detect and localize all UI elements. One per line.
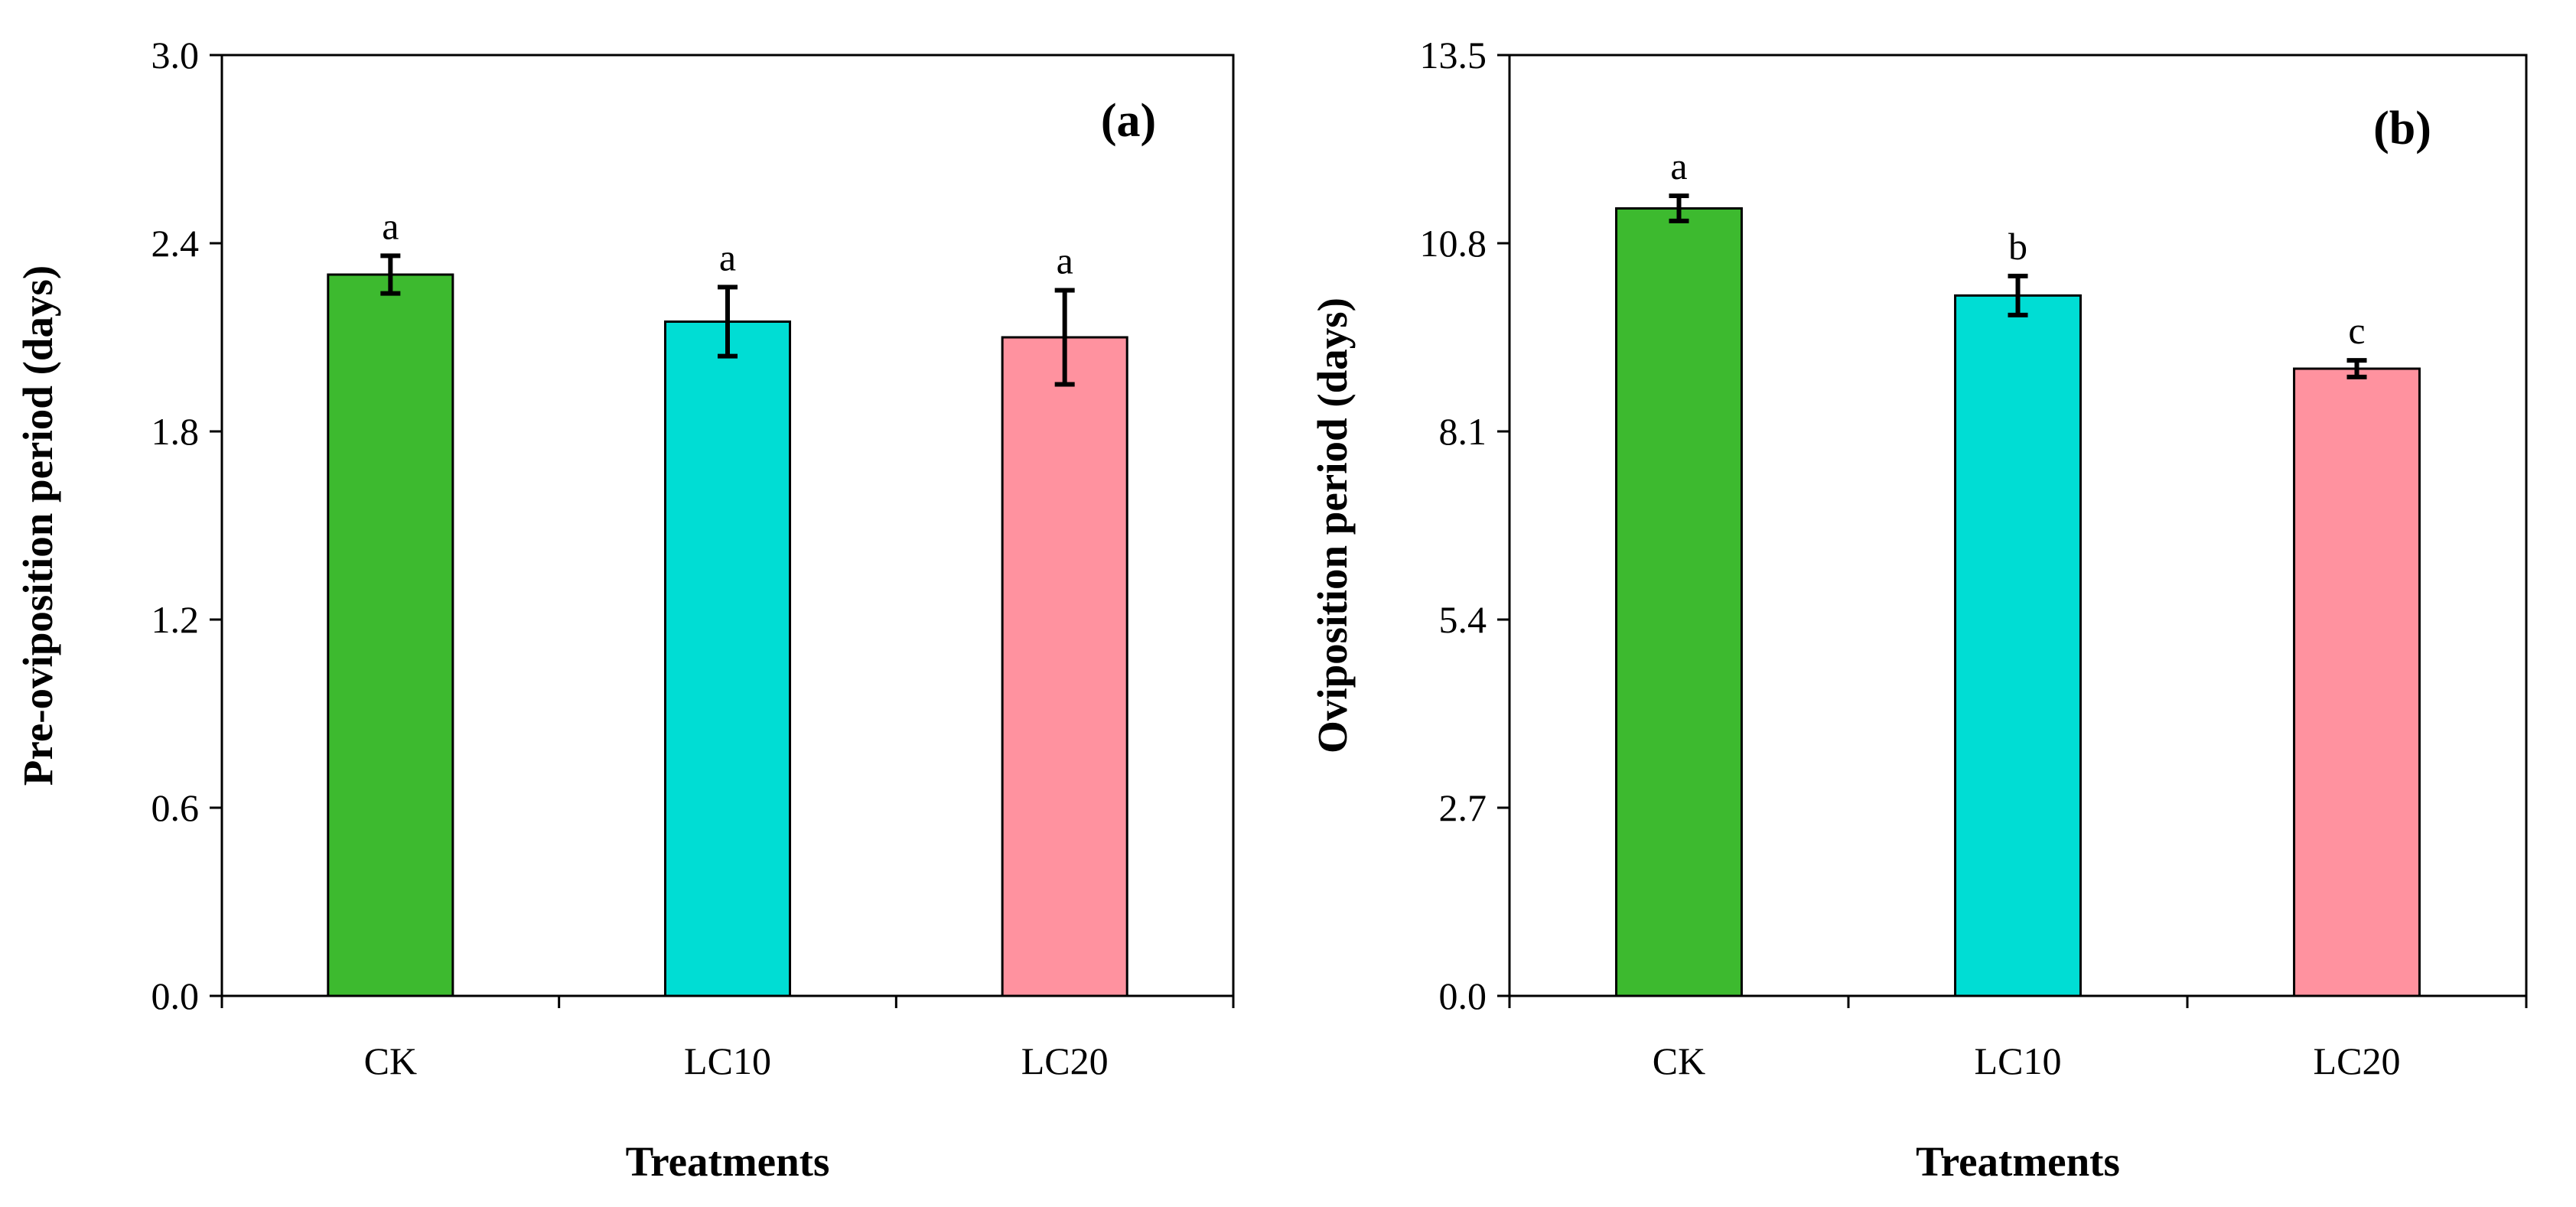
significance-label-lc10: a — [719, 236, 736, 278]
panel-label: (a) — [1101, 95, 1156, 147]
significance-label-lc20: a — [1057, 239, 1073, 282]
y-tick-label: 3.0 — [151, 34, 200, 76]
y-tick-label: 2.4 — [151, 222, 200, 265]
x-axis-title: Treatments — [626, 1138, 830, 1185]
x-axis-title: Treatments — [1916, 1138, 2120, 1185]
y-tick-label: 0.0 — [1439, 974, 1487, 1017]
y-tick-label: 10.8 — [1420, 222, 1487, 265]
category-label-ck: CK — [364, 1039, 417, 1082]
panel-b: a CK b LC10 c LC20 0.0 2.7 5.4 8.1 10.8 13.5 (b) Trea… — [1309, 34, 2528, 1185]
y-axis-title: Oviposition period (days) — [1309, 298, 1356, 753]
panel-label: (b) — [2373, 102, 2431, 155]
bar-lc20 — [1001, 336, 1128, 997]
y-tick-label: 13.5 — [1420, 34, 1487, 76]
category-label-lc20: LC20 — [1021, 1039, 1109, 1082]
significance-label-ck: a — [382, 204, 399, 247]
category-label-lc10: LC10 — [684, 1039, 771, 1082]
y-tick-label: 1.8 — [151, 410, 200, 453]
category-label-lc10: LC10 — [1975, 1039, 2062, 1082]
significance-label-lc20: c — [2348, 309, 2365, 352]
y-axis-title: Pre-oviposition period (days) — [15, 265, 61, 786]
y-tick-label: 8.1 — [1439, 410, 1487, 453]
category-label-lc20: LC20 — [2314, 1039, 2401, 1082]
bar-lc10 — [663, 320, 792, 997]
y-tick-label: 1.2 — [151, 598, 200, 641]
significance-label-lc10: b — [2008, 225, 2027, 268]
category-label-ck: CK — [1653, 1039, 1705, 1082]
bar-ck — [1615, 207, 1743, 997]
y-tick-label: 2.7 — [1439, 786, 1487, 829]
y-tick-label: 0.0 — [151, 974, 200, 1017]
plot-frame — [220, 54, 1235, 997]
significance-label-ck: a — [1670, 145, 1687, 187]
y-tick-label: 5.4 — [1439, 598, 1487, 641]
bar-lc20 — [2293, 367, 2421, 997]
plot-frame — [1508, 54, 2528, 997]
y-tick-label: 0.6 — [151, 786, 200, 829]
bar-lc10 — [1954, 294, 2082, 997]
bar-ck — [327, 273, 454, 997]
panel-a: a CK a LC10 a LC20 0.0 0.6 1.2 1.8 2.4 3.0 (a) Treatm… — [15, 34, 1235, 1185]
